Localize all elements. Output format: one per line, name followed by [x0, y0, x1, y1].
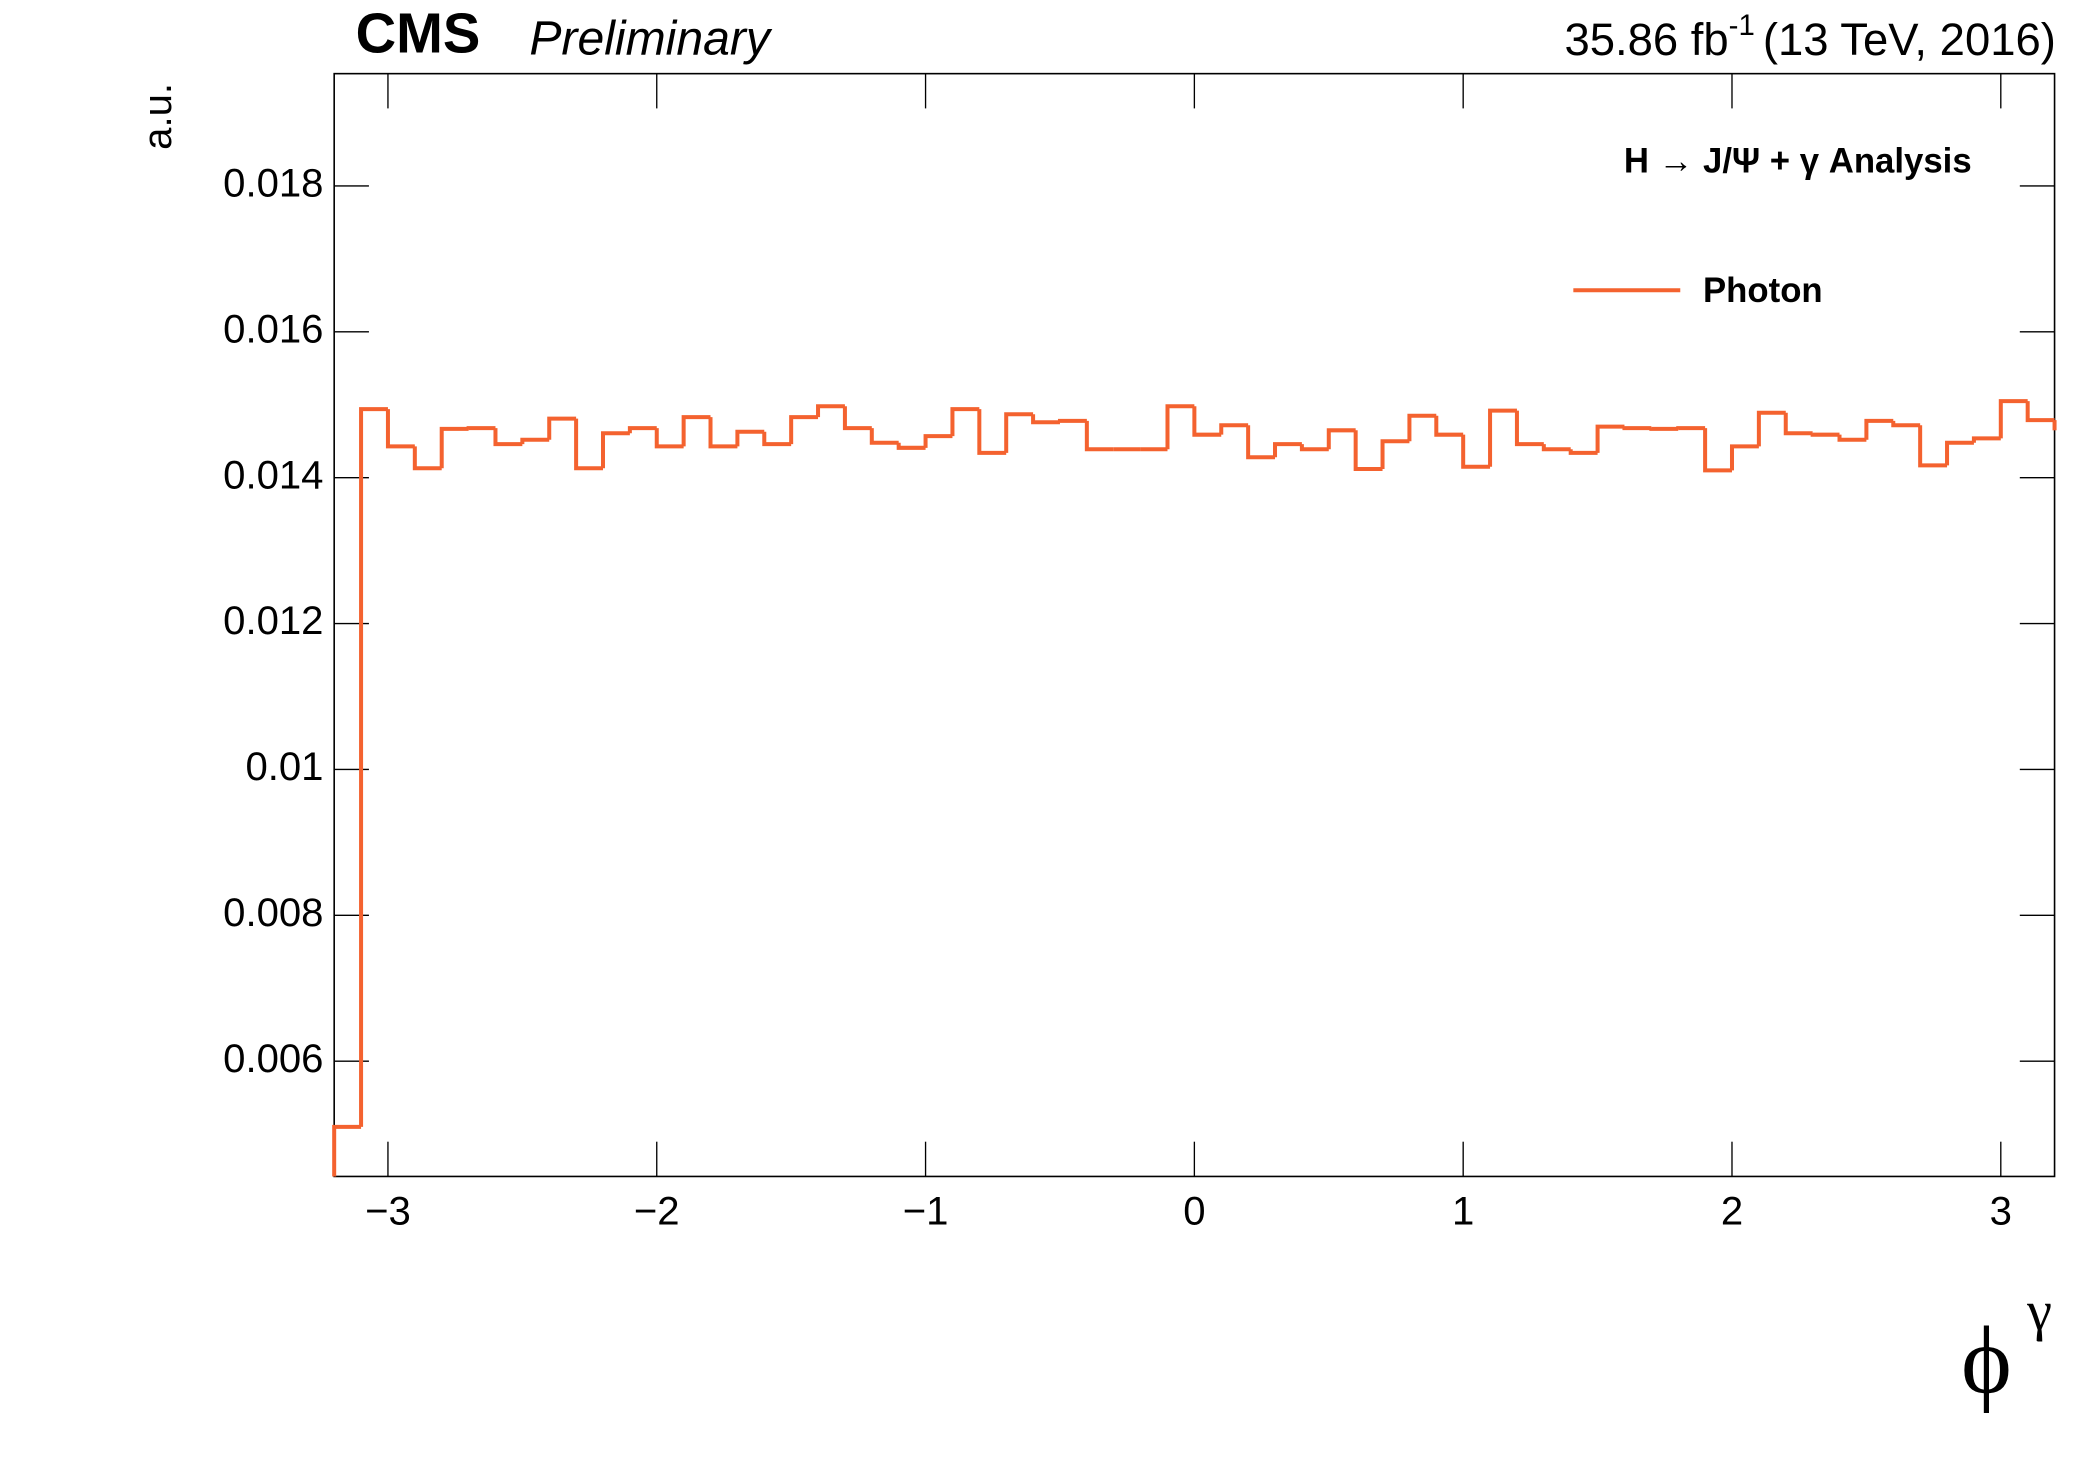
y-tick-label: 0.01	[245, 745, 323, 789]
plot-frame	[333, 72, 2056, 1178]
status-label: Preliminary	[529, 11, 773, 65]
annotation: H → J/Ψ + γ Analysis	[1624, 142, 1972, 180]
hist-bin	[1353, 430, 1383, 471]
lumi-sup: -1	[1729, 9, 1755, 42]
hist-bin	[547, 416, 577, 440]
hist-bin	[977, 409, 1007, 455]
hist-bin	[1514, 410, 1544, 447]
x-tick-label: −1	[903, 1189, 949, 1233]
hist-bin	[842, 406, 872, 431]
experiment-label: CMS	[356, 1, 481, 64]
hist-bin	[1729, 444, 1759, 471]
hist-bin	[1407, 413, 1437, 442]
x-tick-label: 3	[1990, 1189, 2012, 1233]
hist-bin	[1971, 436, 2001, 443]
hist-bin	[1192, 406, 1222, 437]
y-tick-label: 0.006	[223, 1037, 323, 1081]
hist-bin	[574, 418, 603, 471]
hist-bin	[1084, 420, 1114, 452]
hist-bin	[1568, 449, 1598, 455]
hist-bin	[816, 404, 845, 418]
hist-bin	[1703, 428, 1732, 473]
hist-bin	[1864, 418, 1894, 440]
hist-bin	[654, 428, 684, 449]
hist-bin	[1031, 414, 1060, 425]
hist-bin	[1299, 444, 1329, 452]
y-tick-label: 0.016	[223, 307, 323, 351]
hist-bin	[896, 442, 926, 450]
hist-bin	[1998, 399, 2028, 439]
y-tick-label: 0.018	[223, 162, 323, 206]
x-tick-label: −3	[365, 1189, 411, 1233]
legend-label: Photon	[1703, 272, 1823, 310]
hist-bin	[439, 426, 469, 469]
hist-bin	[359, 407, 388, 1127]
hist-bin	[1165, 404, 1195, 450]
lumi-label: 35.86 fb-1 (13 TeV, 2016)	[1564, 9, 2055, 65]
x-tick-label: 0	[1183, 1189, 1205, 1233]
hist-bin	[466, 426, 496, 431]
hist-bin	[1595, 424, 1625, 453]
hist-bin	[627, 426, 657, 434]
x-axis-label: ϕ	[1961, 1306, 2012, 1413]
hist-bin	[1273, 442, 1302, 458]
hist-bin	[950, 407, 980, 437]
hist-bin	[735, 429, 765, 447]
hist-bin	[385, 409, 415, 449]
y-tick-label: 0.008	[223, 891, 323, 935]
hist-bin	[1434, 415, 1464, 437]
hist-bin	[1057, 418, 1087, 423]
hist-bin	[1461, 434, 1491, 469]
hist-bin	[681, 415, 711, 447]
hist-bin	[1541, 444, 1571, 452]
hist-bin	[1891, 420, 1921, 428]
hist-bin	[1219, 423, 1249, 435]
hist-bin	[493, 428, 523, 447]
hist-bin	[1380, 439, 1410, 469]
lumi-rest: (13 TeV, 2016)	[1763, 14, 2056, 65]
hist-bin	[708, 417, 738, 449]
hist-bin	[923, 434, 953, 448]
hist-bin	[520, 437, 550, 445]
hist-bin	[1004, 412, 1034, 453]
x-axis-label-sup: γ	[2026, 1281, 2052, 1343]
lumi-text: 35.86 fb	[1564, 14, 1728, 65]
x-tick-label: −2	[634, 1189, 680, 1233]
x-tick-label: 2	[1721, 1189, 1743, 1233]
hist-bin	[1246, 425, 1276, 460]
y-axis-label: a.u.	[136, 83, 180, 150]
hist-bin	[1622, 426, 1652, 431]
y-tick-label: 0.012	[223, 599, 323, 643]
hist-bin	[1326, 428, 1356, 450]
hist-bin	[1649, 426, 1679, 431]
hist-bin	[412, 446, 442, 471]
hist-bin	[600, 431, 630, 469]
hist-bin	[869, 428, 899, 445]
hist-bin	[1756, 410, 1786, 447]
hist-bin	[1783, 412, 1813, 436]
hist-bin	[1676, 426, 1706, 431]
hist-bin	[789, 415, 819, 445]
hist-bin	[1810, 432, 1840, 437]
x-tick-label: 1	[1452, 1189, 1474, 1233]
hist-bin	[1945, 440, 1974, 466]
hist-bin	[1488, 408, 1517, 467]
hist-bin	[762, 431, 792, 447]
hist-bin	[332, 1124, 362, 1177]
y-tick-label: 0.014	[223, 453, 323, 497]
hist-bin	[2025, 401, 2055, 423]
hist-bin	[1918, 425, 1948, 468]
hist-bin	[1837, 434, 1867, 442]
